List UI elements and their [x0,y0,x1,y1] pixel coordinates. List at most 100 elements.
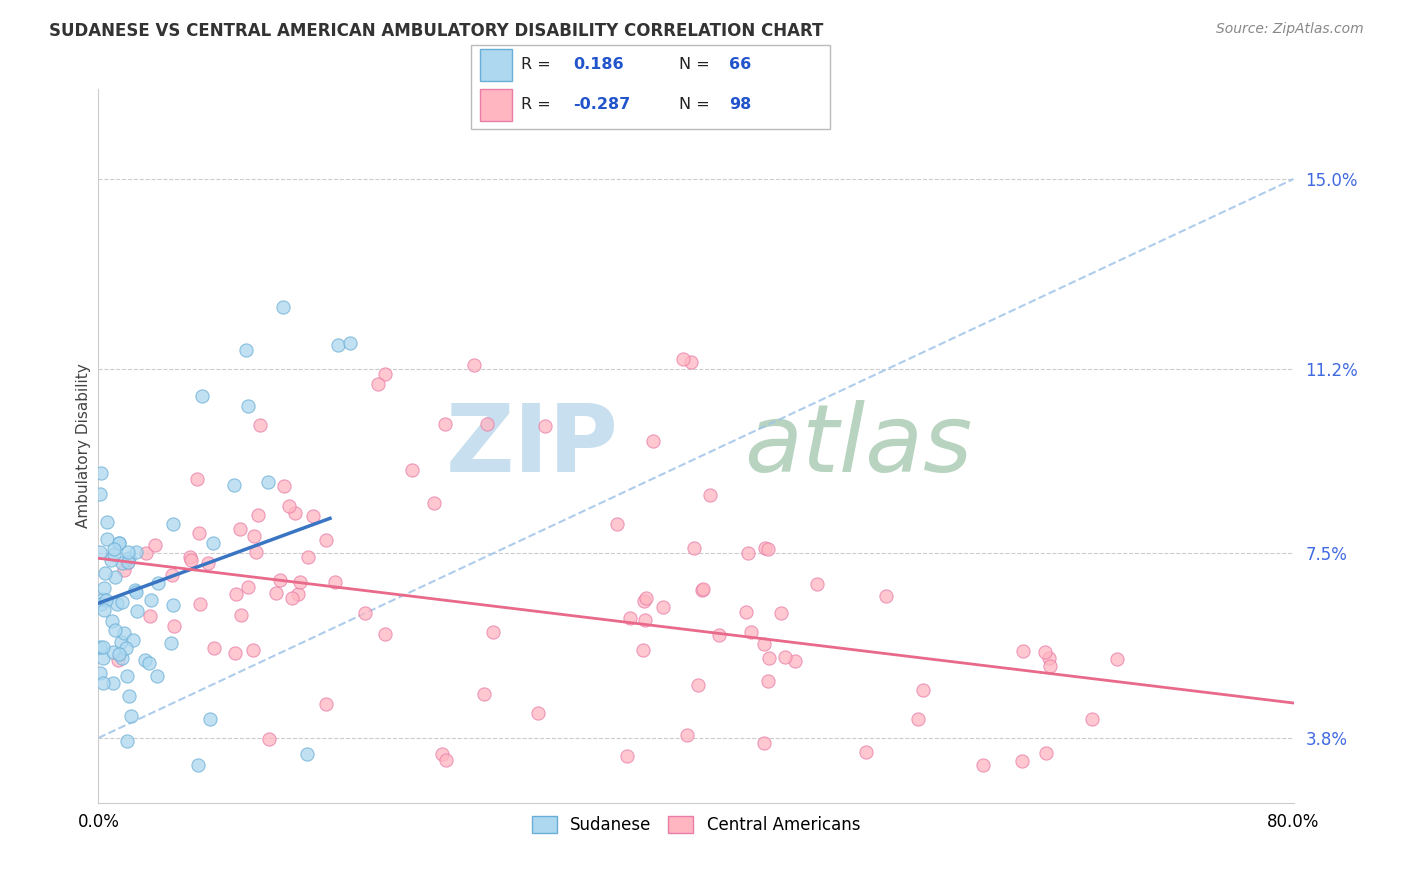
Point [756,541,779,556]
Point [104,623,127,637]
Y-axis label: Ambulatory Disability: Ambulatory Disability [76,364,91,528]
Point [187,758,209,772]
Point [115,556,138,570]
Point [115,641,138,656]
Point [422,496,444,510]
Point [740,625,762,640]
Text: ZIP: ZIP [446,400,619,492]
Point [855,745,877,759]
Point [111,556,134,570]
Point [100,553,122,567]
FancyBboxPatch shape [471,45,830,129]
Point [1039,659,1062,673]
Point [323,574,346,589]
Point [146,576,169,591]
Point [93,603,115,617]
Point [112,626,135,640]
Point [160,567,183,582]
Point [676,728,699,742]
Point [735,605,758,619]
Point [111,595,134,609]
Point [91,676,114,690]
Point [236,580,259,594]
Point [1105,652,1128,666]
Point [197,556,219,570]
Point [785,654,807,668]
Point [101,645,124,659]
Point [143,539,166,553]
Point [756,673,779,688]
Point [101,615,124,629]
Legend: Sudanese, Central Americans: Sudanese, Central Americans [526,809,866,841]
Point [124,545,146,559]
Point [434,417,457,431]
Point [105,597,128,611]
Point [367,376,389,391]
Point [295,747,318,762]
Point [326,338,349,352]
Point [754,541,776,555]
Point [287,587,309,601]
Point [277,500,299,514]
Point [606,517,628,532]
Point [758,650,780,665]
Point [245,545,267,559]
Point [634,613,657,627]
Point [103,547,125,561]
Text: 0.186: 0.186 [574,57,624,72]
Point [463,358,485,372]
Point [257,732,280,747]
Point [117,555,139,569]
Point [108,648,131,662]
Point [297,549,319,564]
Point [616,749,638,764]
Point [91,651,114,665]
Point [103,541,125,556]
Point [374,627,396,641]
Point [111,651,134,665]
Point [89,665,111,680]
Point [202,536,225,550]
Point [188,597,211,611]
Point [374,367,396,381]
Point [89,544,111,558]
Point [482,624,505,639]
Point [90,597,112,611]
Point [430,747,453,762]
Point [198,712,221,726]
Point [302,509,325,524]
Point [125,604,148,618]
Point [134,653,156,667]
Point [202,640,225,655]
Point [806,577,828,591]
Point [475,417,498,431]
Text: atlas: atlas [744,401,972,491]
Point [875,589,897,603]
Point [690,583,713,598]
Point [228,522,250,536]
Point [315,697,337,711]
Point [534,419,557,434]
Point [186,472,208,486]
Point [180,552,202,566]
Point [101,676,124,690]
Point [339,335,361,350]
Point [235,343,257,357]
Point [188,525,211,540]
Point [636,591,658,605]
Point [89,487,111,501]
Point [1033,645,1056,659]
Point [434,753,457,767]
Point [139,609,162,624]
Point [775,650,797,665]
Point [122,633,145,648]
Point [401,463,423,477]
Text: R =: R = [522,57,551,72]
Point [527,706,550,721]
Point [633,594,655,608]
Point [699,488,721,502]
Point [93,582,115,596]
Point [249,417,271,432]
Text: N =: N = [679,57,710,72]
Point [281,591,304,605]
